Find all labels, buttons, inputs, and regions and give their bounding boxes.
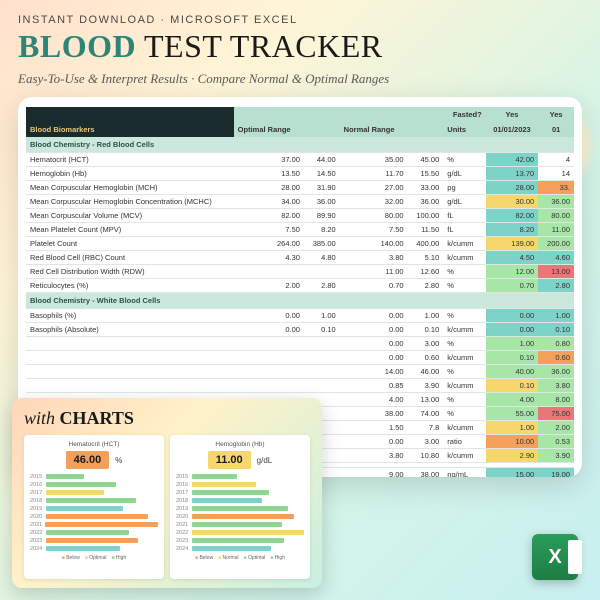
fasted-row: Fasted? Yes Yes <box>26 107 574 122</box>
fasted-label: Fasted? <box>443 107 485 122</box>
header-row: Blood BiomarkersOptimal RangeNormal Rang… <box>26 122 574 137</box>
fasted-v1: Yes <box>486 107 539 122</box>
fasted-v2: Yes <box>538 107 574 122</box>
mini-chart-2: Hemoglobin (Hb) 11.00g/dL 20152016201720… <box>170 435 310 579</box>
charts-title: with CHARTS <box>24 408 310 429</box>
title-rest: TEST TRACKER <box>136 28 383 64</box>
charts-card: with CHARTS Hematocrit (HCT) 46.00% 2015… <box>12 398 322 588</box>
mini-chart-1: Hematocrit (HCT) 46.00% 2015201620172018… <box>24 435 164 579</box>
top-tagline: INSTANT DOWNLOAD · MICROSOFT EXCEL <box>18 14 582 26</box>
title-accent: BLOOD <box>18 28 136 64</box>
subtitle: Easy-To-Use & Interpret Results · Compar… <box>18 71 582 87</box>
page-title: BLOOD TEST TRACKER <box>18 28 582 65</box>
excel-icon: X <box>532 534 578 580</box>
